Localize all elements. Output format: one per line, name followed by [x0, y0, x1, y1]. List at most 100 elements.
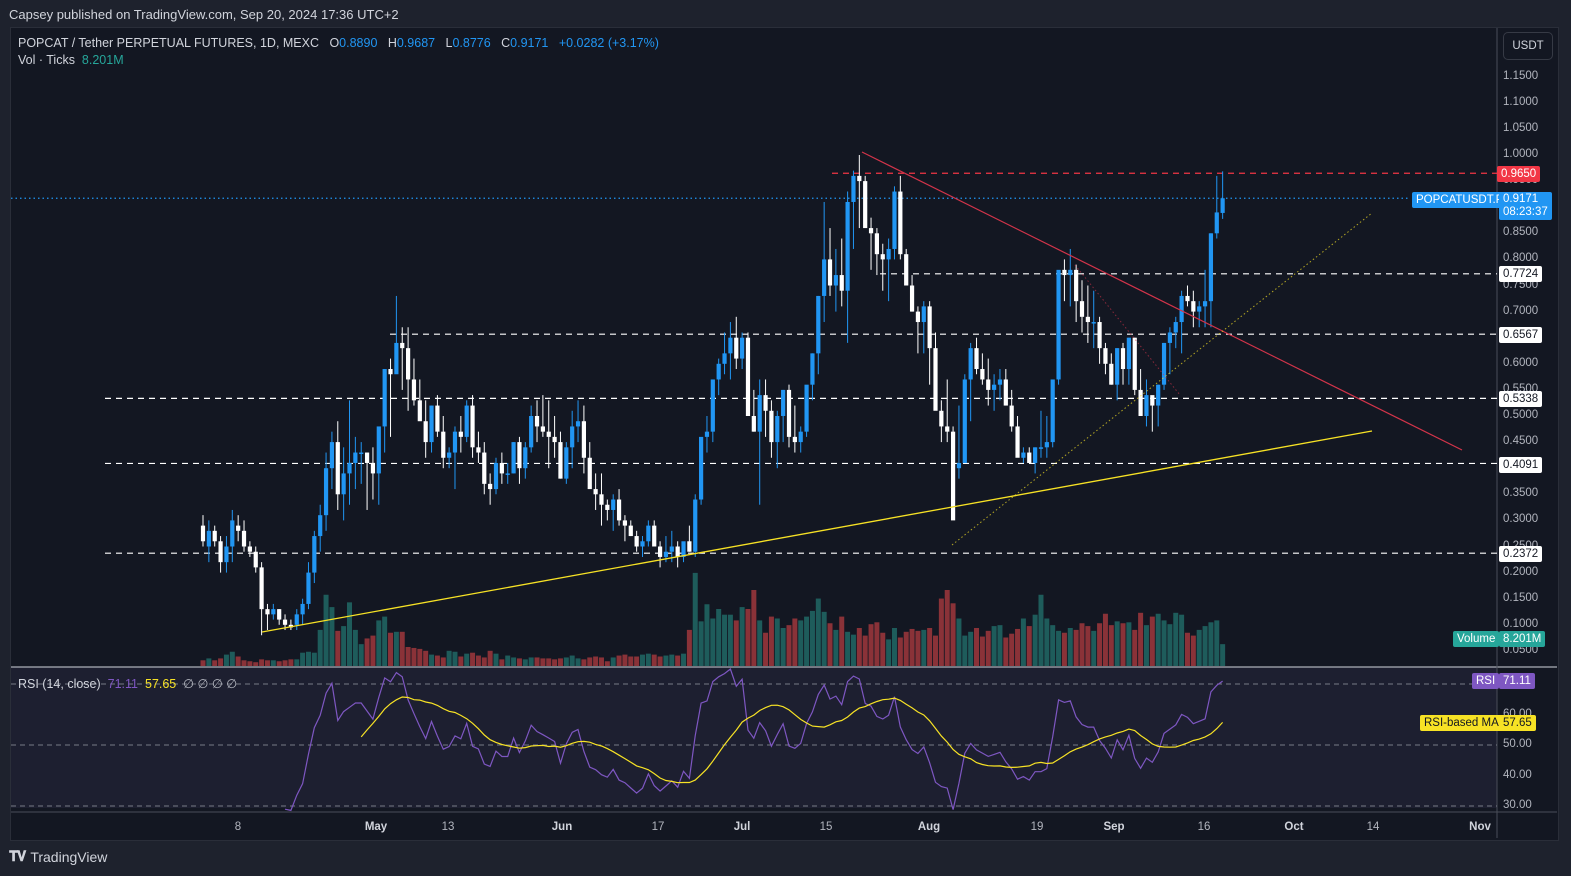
rsi-na-values: ∅ ∅ ∅ ∅ — [183, 677, 238, 691]
candle-body — [909, 285, 915, 312]
volume-bar — [253, 662, 259, 666]
candle-body — [880, 254, 885, 260]
volume-bar — [1067, 628, 1073, 666]
level-tag-2[interactable]: 0.5338 — [1499, 391, 1543, 407]
candle-body — [1126, 337, 1131, 370]
time-tick: Nov — [1469, 821, 1491, 833]
volume-tag-label: Volume — [1453, 631, 1500, 647]
price-tick: 0.8000 — [1503, 252, 1539, 265]
volume-bar — [792, 618, 798, 666]
volume-bar — [909, 628, 915, 666]
volume-bar — [288, 659, 294, 666]
candle-body — [1056, 269, 1061, 380]
candle-body — [306, 572, 311, 604]
volume-bar — [241, 660, 247, 666]
candle-body — [1185, 295, 1190, 302]
volume-bar — [1138, 612, 1144, 666]
volume-bar — [575, 658, 581, 666]
volume-bar — [1149, 616, 1155, 666]
level-tag-3[interactable]: 0.4091 — [1499, 457, 1543, 473]
time-tick: Jul — [733, 821, 751, 833]
volume-bar — [1102, 613, 1108, 666]
candle-body — [769, 410, 774, 443]
candle-body — [1132, 337, 1137, 390]
candle-body — [640, 541, 645, 547]
candle-body — [447, 452, 452, 458]
candle-body — [669, 546, 674, 552]
price-tick: 1.1000 — [1503, 95, 1539, 108]
volume-bar — [979, 636, 985, 666]
volume-bar — [235, 656, 241, 666]
candle-body — [1050, 379, 1055, 443]
rsi-indicator-label[interactable]: RSI (14, close) — [18, 677, 101, 691]
candle-body — [212, 530, 217, 542]
symbol-title[interactable]: POPCAT / Tether PERPETUAL FUTURES, 1D, M… — [18, 36, 320, 50]
candle-body — [845, 201, 850, 291]
volume-bar — [223, 654, 229, 666]
volume-bar — [710, 618, 716, 666]
price-legend: POPCAT / Tether PERPETUAL FUTURES, 1D, M… — [18, 35, 659, 69]
footer-brand[interactable]: 𝐓𝐕 TradingView — [9, 848, 107, 865]
candle-body — [575, 421, 581, 427]
volume-bar — [786, 625, 792, 666]
candle-body — [734, 337, 739, 359]
alert-level-tag[interactable]: 0.9650 — [1497, 166, 1541, 182]
candle-body — [675, 546, 680, 557]
candle-body — [429, 405, 434, 443]
candle-body — [464, 405, 469, 437]
volume-bar — [645, 653, 651, 666]
candle-body — [540, 426, 545, 432]
volume-bar — [804, 616, 810, 666]
volume-bar — [640, 654, 645, 666]
volume-indicator-label[interactable]: Vol · Ticks — [18, 53, 75, 67]
volume-bar — [944, 590, 950, 666]
price-tick: 1.0500 — [1503, 121, 1539, 134]
volume-bar — [604, 661, 610, 666]
volume-bar — [891, 628, 897, 666]
volume-bar — [1190, 635, 1196, 666]
candle-body — [200, 525, 206, 542]
volume-bar — [880, 632, 886, 666]
volume-bar — [458, 656, 464, 666]
candle-body — [956, 462, 962, 469]
volume-bar — [1056, 630, 1062, 666]
candle-body — [1220, 198, 1225, 213]
price-tick: 1.0000 — [1503, 148, 1539, 160]
candle-body — [423, 421, 428, 443]
candle-body — [997, 379, 1003, 385]
volume-bar — [815, 598, 821, 666]
candle-body — [1208, 233, 1214, 302]
currency-button[interactable]: USDT — [1503, 32, 1553, 60]
volume-bar — [1143, 625, 1149, 666]
volume-bar — [581, 659, 587, 666]
volume-bar — [798, 620, 804, 666]
time-tick: Oct — [1284, 821, 1304, 833]
candle-body — [294, 614, 299, 625]
candle-body — [1156, 384, 1161, 406]
volume-bar — [276, 661, 282, 666]
volume-bar — [956, 618, 962, 666]
candle-body — [417, 400, 422, 422]
level-tag-1[interactable]: 0.6567 — [1499, 327, 1543, 343]
candle-body — [1167, 332, 1172, 343]
candle-body — [792, 436, 797, 443]
rsi-legend-value: 71.11 — [107, 677, 138, 691]
candle-body — [892, 191, 897, 249]
low-value: 0.8776 — [452, 36, 491, 50]
level-tag-0[interactable]: 0.7724 — [1499, 266, 1543, 282]
volume-bar — [1161, 620, 1167, 666]
candle-body — [470, 405, 475, 448]
volume-bar — [634, 656, 640, 666]
volume-bar — [827, 623, 833, 666]
candle-body — [663, 551, 669, 557]
candle-body — [1214, 212, 1219, 234]
volume-bar — [587, 657, 593, 666]
rsi-ma-line — [360, 696, 1224, 784]
candle-body — [827, 259, 833, 286]
candle-body — [353, 452, 358, 463]
candle-body — [323, 468, 329, 516]
volume-bar — [452, 651, 458, 666]
level-tag-4[interactable]: 0.2372 — [1499, 546, 1543, 562]
volume-bar — [1196, 629, 1202, 666]
